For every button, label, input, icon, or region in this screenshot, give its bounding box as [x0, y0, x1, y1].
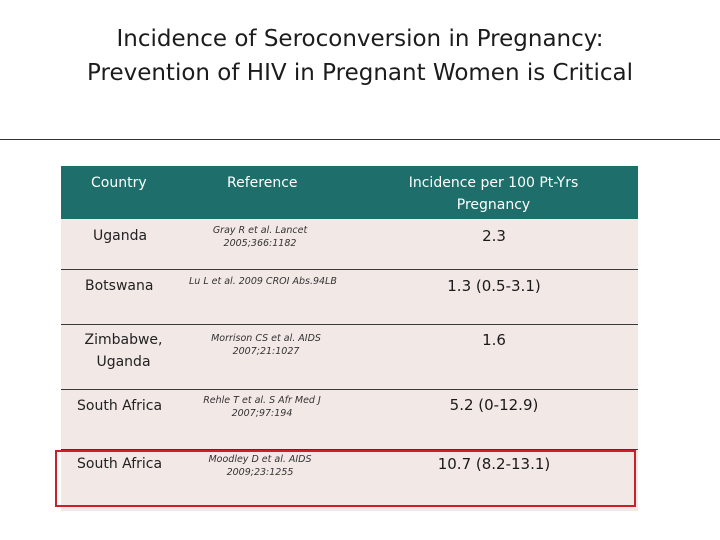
- row1-incidence: 2.3: [482, 227, 506, 245]
- table-header: Country Reference Incidence per 100 Pt-Y…: [61, 166, 638, 219]
- row1-ref-line2: 2005;366:1182: [223, 238, 297, 249]
- header-incidence-line2: Pregnancy: [456, 197, 531, 213]
- row-divider: [61, 449, 638, 450]
- title-line-2: Prevention of HIV in Pregnant Women is C…: [87, 60, 633, 86]
- row4-incidence: 5.2 (0-12.9): [449, 396, 539, 414]
- row1-reference: Gray R et al. Lancet 2005;366:1182: [185, 224, 335, 250]
- row3-reference: Morrison CS et al. AIDS 2007;21:1027: [191, 332, 341, 358]
- row4-reference: Rehle T et al. S Afr Med J 2007;97:194: [187, 394, 337, 420]
- header-reference: Reference: [227, 175, 298, 191]
- row4-ref-line1: Rehle T et al. S Afr Med J: [203, 395, 321, 406]
- slide-title: Incidence of Seroconversion in Pregnancy…: [0, 22, 720, 90]
- header-incidence-line1: Incidence per 100 Pt-Yrs: [408, 175, 579, 191]
- row3-country: Zimbabwe, Uganda: [81, 329, 166, 373]
- row5-country: South Africa: [77, 456, 163, 472]
- row5-ref-line2: 2009;23:1255: [226, 467, 294, 478]
- row3-ref-line2: 2007;21:1027: [232, 346, 300, 357]
- row5-ref-line1: Moodley D et al. AIDS: [208, 454, 312, 465]
- row4-ref-line2: 2007;97:194: [231, 408, 293, 419]
- row2-incidence: 1.3 (0.5-3.1): [447, 277, 541, 295]
- row1-ref-line1: Gray R et al. Lancet: [212, 225, 308, 236]
- header-country: Country: [91, 175, 147, 191]
- row4-country: South Africa: [77, 398, 163, 414]
- row3-country-line2: Uganda: [96, 354, 151, 370]
- row1-country: Uganda: [93, 228, 148, 244]
- row-divider: [61, 269, 638, 270]
- row2-country: Botswana: [85, 278, 154, 294]
- row3-country-line1: Zimbabwe,: [84, 332, 163, 348]
- row5-incidence: 10.7 (8.2-13.1): [437, 455, 551, 473]
- row2-ref-line1: Lu L et al. 2009 CROI Abs.94LB: [189, 276, 337, 287]
- row3-ref-line1: Morrison CS et al. AIDS: [211, 333, 321, 344]
- row3-incidence: 1.6: [482, 331, 506, 349]
- row2-reference: Lu L et al. 2009 CROI Abs.94LB: [189, 275, 359, 288]
- row5-reference: Moodley D et al. AIDS 2009;23:1255: [185, 453, 335, 479]
- header-incidence: Incidence per 100 Pt-Yrs Pregnancy: [391, 172, 596, 216]
- row-divider: [61, 389, 638, 390]
- title-line-1: Incidence of Seroconversion in Pregnancy…: [116, 26, 604, 52]
- incidence-table: Country Reference Incidence per 100 Pt-Y…: [61, 166, 638, 511]
- title-divider: [0, 139, 720, 140]
- row-divider: [61, 324, 638, 325]
